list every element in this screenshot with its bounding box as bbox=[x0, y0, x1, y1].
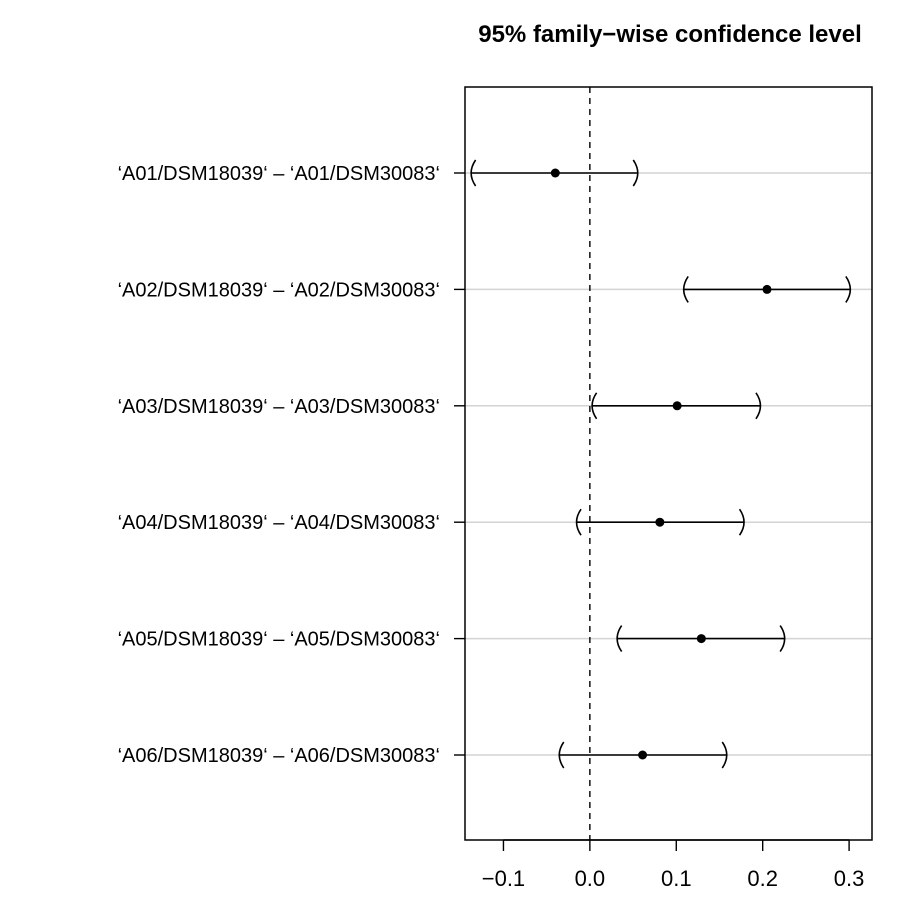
lower-bound-mark bbox=[575, 508, 582, 536]
comparison-label: ‘A04/DSM18039‘ – ‘A04/DSM30083‘ bbox=[118, 512, 440, 534]
upper-bound-mark bbox=[845, 275, 852, 303]
upper-bound-mark bbox=[721, 741, 728, 769]
estimate-point bbox=[655, 517, 665, 527]
lower-bound-mark bbox=[591, 392, 598, 420]
x-tick-label: 0.3 bbox=[834, 866, 865, 891]
estimate-point bbox=[638, 750, 648, 760]
upper-bound-mark bbox=[632, 159, 639, 187]
lower-bound-mark bbox=[558, 741, 565, 769]
upper-bound-mark bbox=[755, 392, 762, 420]
lower-bound-mark bbox=[616, 625, 623, 653]
x-axis: −0.1 0.0 0.1 0.2 0.3 bbox=[482, 839, 865, 891]
comparison-labels: ‘A01/DSM18039‘ – ‘A01/DSM30083‘ ‘A02/DSM1… bbox=[118, 163, 465, 767]
x-tick-label: −0.1 bbox=[482, 866, 525, 891]
comparison-label: ‘A02/DSM18039‘ – ‘A02/DSM30083‘ bbox=[118, 279, 440, 301]
x-tick-label: 0.2 bbox=[747, 866, 778, 891]
chart-title: 95% family−wise confidence level bbox=[478, 21, 862, 48]
grid-lines bbox=[465, 172, 872, 756]
upper-bound-mark bbox=[779, 625, 786, 653]
comparison-label: ‘A03/DSM18039‘ – ‘A03/DSM30083‘ bbox=[118, 396, 440, 418]
estimate-point bbox=[550, 168, 560, 178]
x-tick-label: 0.0 bbox=[575, 866, 606, 891]
comparison-label: ‘A06/DSM18039‘ – ‘A06/DSM30083‘ bbox=[118, 745, 440, 767]
confidence-intervals bbox=[470, 159, 852, 769]
estimate-point bbox=[762, 284, 772, 294]
estimate-point bbox=[672, 401, 682, 411]
lower-bound-mark bbox=[682, 275, 689, 303]
lower-bound-mark bbox=[470, 159, 477, 187]
estimate-point bbox=[696, 634, 706, 644]
comparison-label: ‘A01/DSM18039‘ – ‘A01/DSM30083‘ bbox=[118, 163, 440, 185]
x-tick-label: 0.1 bbox=[661, 866, 692, 891]
upper-bound-mark bbox=[738, 508, 745, 536]
comparison-label: ‘A05/DSM18039‘ – ‘A05/DSM30083‘ bbox=[118, 629, 440, 651]
plot-frame bbox=[464, 86, 873, 841]
